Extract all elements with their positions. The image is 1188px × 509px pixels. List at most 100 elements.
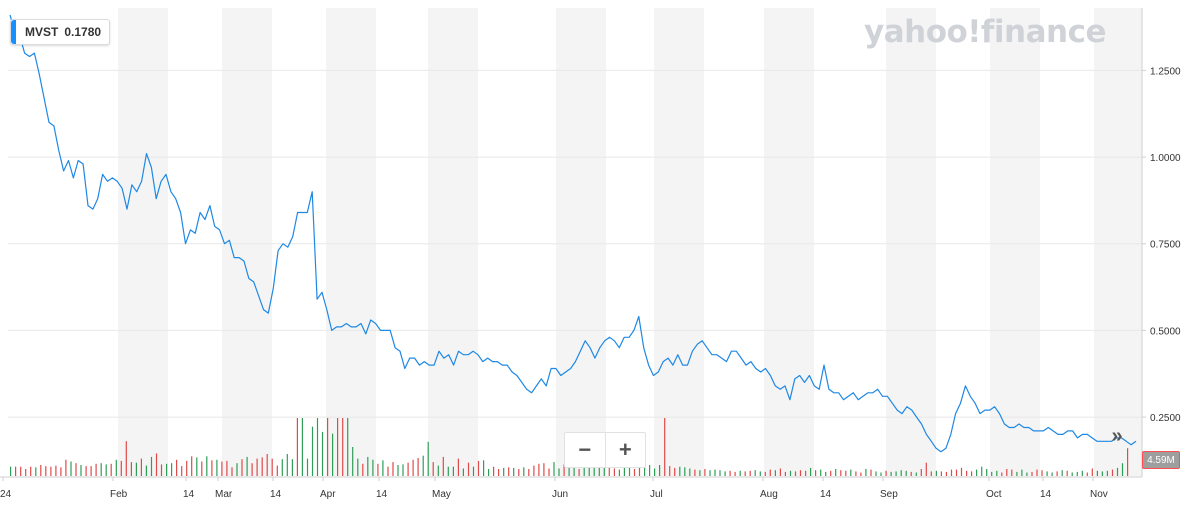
volume-bar [397,465,399,476]
volume-bars [10,418,1129,476]
volume-bar [789,470,792,476]
volume-bar [462,468,464,476]
volume-bar [447,466,449,476]
volume-bar [719,470,721,476]
volume-bar [327,418,329,476]
volume-bar [1041,470,1043,476]
volume-bar [30,466,32,476]
volume-bar [1001,472,1003,476]
volume-bar [548,468,550,476]
volume-bar [739,470,741,476]
volume-bar [940,471,942,476]
volume-bar [120,460,122,476]
volume-bar [930,471,932,476]
volume-bar [794,471,797,476]
volume-bar [573,463,575,476]
volume-bar [311,426,314,476]
volume-bar [35,467,37,476]
volume-bar [644,467,646,476]
volume-bar [191,456,193,476]
x-tick-label: May [432,489,451,500]
volume-bar [764,471,766,476]
volume-bar [1011,469,1013,476]
volume-bar [160,464,163,476]
volume-bar [649,465,651,476]
x-tick-label: 24 [0,489,12,500]
zoom-out-button[interactable]: − [578,437,592,462]
volume-bar [654,468,656,476]
volume-bar [855,471,857,476]
volume-bar [659,465,661,476]
zoom-in-button[interactable]: + [604,433,646,467]
volume-bar [25,469,27,476]
volume-bar [623,467,625,476]
volume-bar [442,456,444,476]
volume-bar [145,465,147,476]
volume-bar [835,469,837,476]
volume-bar [513,467,515,476]
volume-bar [1096,470,1098,476]
volume-bar [261,457,263,476]
volume-bar [347,418,349,476]
price-line-layer [9,14,1137,453]
volume-bar [820,469,822,476]
volume-bar [1026,472,1028,476]
shade-band [886,8,936,476]
volume-bar [80,465,82,476]
volume-bar [50,466,52,476]
volume-bar [251,463,253,476]
volume-bar [593,465,595,476]
volume-bar [1006,469,1008,476]
volume-bar [85,466,87,476]
volume-bar [337,418,339,476]
volume-bar [1071,472,1073,476]
volume-bar [457,458,459,476]
volume-bar [638,467,641,476]
volume-bar [135,462,137,476]
x-tick-label: 14 [376,489,388,500]
volume-bar [875,471,877,476]
volume-bar [558,468,560,476]
x-tick-label: Aug [760,489,778,500]
zoom-controls: − + [564,432,646,468]
volume-bar [996,470,998,476]
volume-bar [493,466,495,476]
ticker-symbol: MVST [25,25,59,39]
volume-bar [754,470,756,476]
volume-bar [503,467,505,476]
scroll-forward-icon[interactable]: » [1111,424,1123,447]
volume-bar [799,470,802,476]
volume-bar [422,455,424,476]
volume-bar [825,471,827,476]
volume-bar [362,463,364,476]
volume-bar [724,471,726,476]
volume-bar [774,470,776,476]
volume-bar [568,462,570,476]
volume-bar [588,462,590,476]
volume-bar [729,470,731,476]
volume-bar [171,463,173,476]
volume-bar [392,462,394,476]
shade-band [326,8,376,476]
y-tick-label: 0.2500 [1150,413,1181,424]
x-tick-label: Nov [1090,489,1108,500]
volume-bar [840,470,842,476]
volume-bar [971,471,973,476]
volume-bar [960,467,963,476]
volume-bar [155,453,158,476]
volume-bar [734,471,736,476]
volume-bar [714,469,716,476]
volume-bar [140,458,142,476]
volume-bar [306,458,309,476]
volume-bar [382,460,384,476]
volume-bar [342,418,344,476]
volume-bar [407,462,409,476]
volume-bar [749,470,751,476]
volume-bar [704,469,706,476]
volume-bar [472,466,475,476]
volume-bar [417,458,419,476]
volume-bar [553,462,555,476]
volume-bar [437,465,439,476]
y-tick-label: 0.5000 [1150,326,1181,337]
